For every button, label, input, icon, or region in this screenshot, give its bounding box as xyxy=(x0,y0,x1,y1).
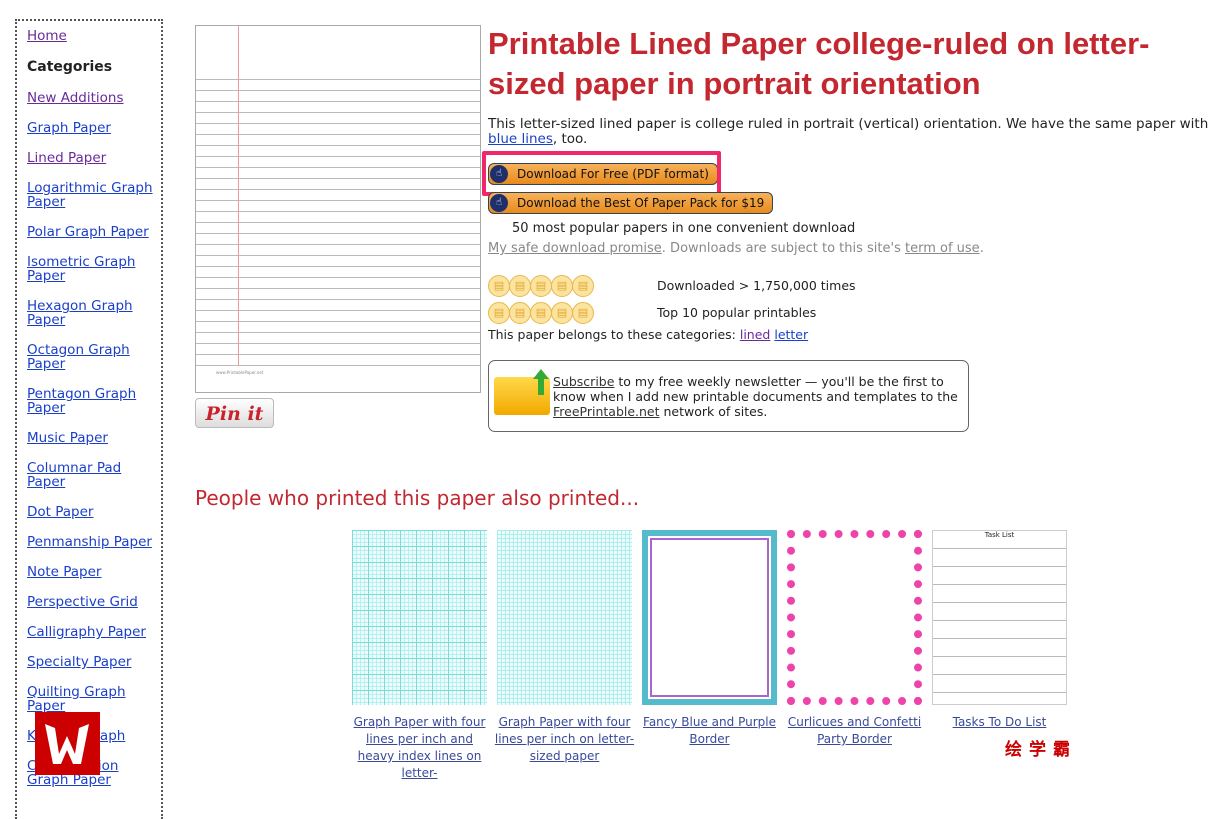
sidebar-item-dot-paper[interactable]: Dot Paper xyxy=(27,504,94,520)
newsletter-text-end: network of sites. xyxy=(659,404,768,419)
category-lined-link[interactable]: lined xyxy=(739,327,771,342)
printer-icon: ▤ xyxy=(488,302,510,324)
sidebar-item-new-additions[interactable]: New Additions xyxy=(27,90,124,106)
sidebar-item-graph-paper[interactable]: Graph Paper xyxy=(27,120,111,136)
task-list-thumb-title: Task List xyxy=(984,531,1015,539)
sidebar-item-specialty-paper[interactable]: Specialty Paper xyxy=(27,654,132,670)
sidebar-item-hexagon-graph-paper[interactable]: Hexagon Graph Paper xyxy=(27,298,133,328)
related-link-5[interactable]: Tasks To Do List xyxy=(952,715,1047,729)
printer-icon: ▤ xyxy=(530,302,552,324)
sidebar-item-music-paper[interactable]: Music Paper xyxy=(27,430,108,446)
related-caption-4: Curlicues and Confetti Party Border xyxy=(782,714,927,748)
sidebar-item-calligraphy-paper[interactable]: Calligraphy Paper xyxy=(27,624,146,640)
sidebar-item-octagon-graph-paper[interactable]: Octagon Graph Paper xyxy=(27,342,130,372)
title-text: Printable Lined Paper college-ruled on l… xyxy=(488,26,1150,101)
categories-heading: Categories xyxy=(27,59,113,75)
sidebar-item-columnar-pad-paper[interactable]: Columnar Pad Paper xyxy=(27,460,122,490)
subscribe-link[interactable]: Subscribe xyxy=(553,374,615,389)
related-caption-2: Graph Paper with four lines per inch on … xyxy=(492,714,637,765)
freeprintable-link[interactable]: FreePrintable.net xyxy=(553,404,660,419)
newsletter-message: Subscribe to my free weekly newsletter —… xyxy=(553,374,965,419)
related-thumb-2[interactable] xyxy=(497,530,632,705)
popularity-rank: Top 10 popular printables xyxy=(657,305,817,320)
pack-note: 50 most popular papers in one convenient… xyxy=(512,221,856,236)
sidebar-list: New Additions Graph Paper Lined Paper Logar… xyxy=(27,91,161,787)
hand-cursor-icon: ☝ xyxy=(490,165,508,183)
printer-icon: ▤ xyxy=(551,275,573,297)
download-promise: My safe download promise. Downloads are … xyxy=(488,241,984,256)
download-pack-button[interactable]: ☝ Download the Best Of Paper Pack for $19 xyxy=(488,192,774,214)
page-title: Printable Lined Paper college-ruled on l… xyxy=(488,24,1219,104)
promise-end: . xyxy=(979,241,984,256)
related-thumb-4[interactable] xyxy=(787,530,922,705)
printer-icon: ▤ xyxy=(572,302,594,324)
sidebar-item-isometric-graph-paper[interactable]: Isometric Graph Paper xyxy=(27,254,136,284)
related-link-3[interactable]: Fancy Blue and Purple Border xyxy=(643,715,776,746)
sidebar-item-quilting-graph-paper[interactable]: Quilting Graph Paper xyxy=(27,684,126,714)
related-thumb-1[interactable] xyxy=(352,530,487,705)
also-printed-heading: People who printed this paper also print… xyxy=(195,486,640,510)
paper-preview-image: www.PrintablePaper.net xyxy=(195,25,481,393)
download-rating-icons: ▤ ▤ ▤ ▤ ▤ xyxy=(488,274,594,297)
hand-cursor-icon: ☝ xyxy=(490,194,508,212)
related-caption-5: Tasks To Do List xyxy=(927,714,1072,731)
printer-icon: ▤ xyxy=(488,275,510,297)
printer-icon: ▤ xyxy=(551,302,573,324)
popularity-rating-icons: ▤ ▤ ▤ ▤ ▤ xyxy=(488,301,594,324)
newsletter-text: to my free weekly newsletter — you'll be… xyxy=(553,374,958,404)
printer-icon: ▤ xyxy=(509,275,531,297)
pin-it-button[interactable]: Pin it xyxy=(195,398,274,428)
printer-icon: ▤ xyxy=(509,302,531,324)
sidebar-item-pentagon-graph-paper[interactable]: Pentagon Graph Paper xyxy=(27,386,137,416)
categories-text: This paper belongs to these categories: xyxy=(488,327,740,342)
download-free-button[interactable]: ☝ Download For Free (PDF format) xyxy=(488,163,718,185)
category-letter-link[interactable]: letter xyxy=(774,327,809,342)
up-arrow-icon xyxy=(533,369,549,395)
terms-link[interactable]: term of use xyxy=(905,241,980,256)
download-count: Downloaded > 1,750,000 times xyxy=(657,278,856,293)
blue-lines-link[interactable]: blue lines xyxy=(488,131,553,147)
sidebar-item-logarithmic-graph-paper[interactable]: Logarithmic Graph Paper xyxy=(27,180,153,210)
related-caption-3: Fancy Blue and Purple Border xyxy=(637,714,782,748)
related-link-1[interactable]: Graph Paper with four lines per inch and… xyxy=(353,715,486,780)
related-link-4[interactable]: Curlicues and Confetti Party Border xyxy=(787,715,922,746)
sidebar-item-perspective-grid[interactable]: Perspective Grid xyxy=(27,594,138,610)
highlight-box xyxy=(482,151,721,196)
download-pack-label: Download the Best Of Paper Pack for $19 xyxy=(517,196,765,210)
newsletter-box: Subscribe to my free weekly newsletter —… xyxy=(488,360,969,432)
printer-icon: ▤ xyxy=(572,275,594,297)
categories-line: This paper belongs to these categories: … xyxy=(488,327,808,342)
intro-after: , too. xyxy=(552,131,588,147)
related-link-2[interactable]: Graph Paper with four lines per inch on … xyxy=(494,715,635,763)
safe-download-promise-link[interactable]: My safe download promise xyxy=(488,241,662,256)
related-thumb-5[interactable]: Task List xyxy=(932,530,1067,705)
related-thumb-3[interactable] xyxy=(642,530,777,705)
promise-text: . Downloads are subject to this site's xyxy=(661,241,905,256)
intro-body: This letter-sized lined paper is college… xyxy=(488,116,1209,132)
watermark-logo xyxy=(35,712,100,775)
download-free-label: Download For Free (PDF format) xyxy=(517,167,709,181)
sidebar: Home Categories New Additions Graph Paper… xyxy=(15,19,163,819)
printer-icon: ▤ xyxy=(530,275,552,297)
sidebar-item-penmanship-paper[interactable]: Penmanship Paper xyxy=(27,534,152,550)
related-caption-1: Graph Paper with four lines per inch and… xyxy=(347,714,492,782)
preview-footer: www.PrintablePaper.net xyxy=(196,366,480,392)
sidebar-item-lined-paper[interactable]: Lined Paper xyxy=(27,150,107,166)
watermark-text: 绘学霸 xyxy=(1005,740,1077,760)
sidebar-home-link[interactable]: Home xyxy=(27,28,67,44)
sidebar-item-polar-graph-paper[interactable]: Polar Graph Paper xyxy=(27,224,149,240)
intro-text: This letter-sized lined paper is college… xyxy=(488,117,1219,147)
sidebar-item-note-paper[interactable]: Note Paper xyxy=(27,564,102,580)
